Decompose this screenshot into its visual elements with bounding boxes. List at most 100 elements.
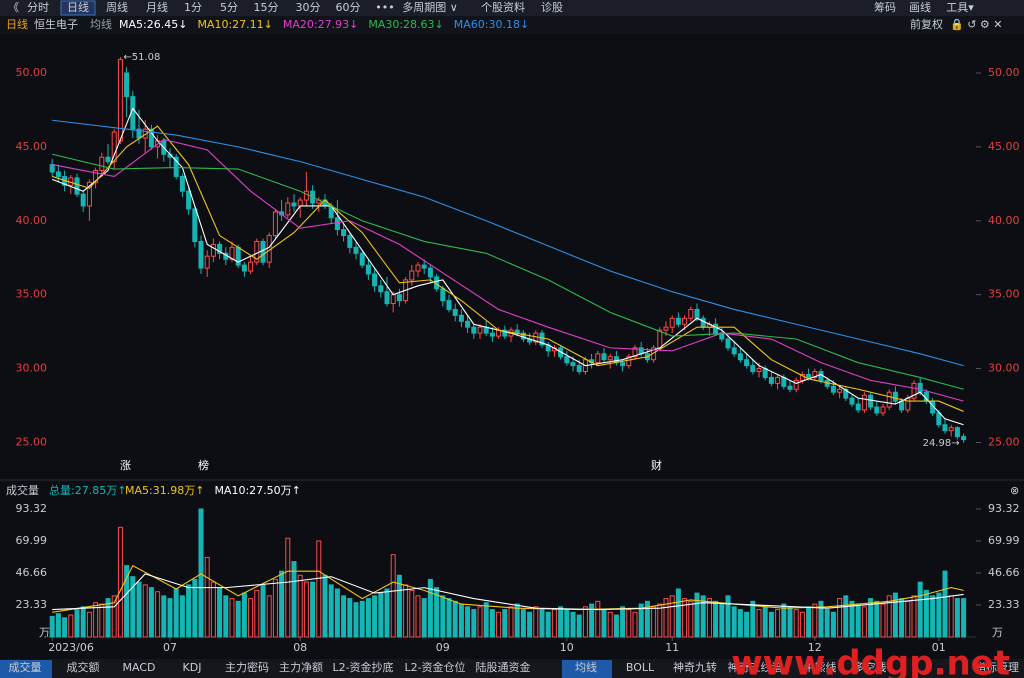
candle-body <box>489 332 495 337</box>
candle-body <box>936 412 942 426</box>
candle-body <box>86 181 92 207</box>
toolbar-tab[interactable]: 5分 <box>220 1 238 14</box>
bottom-tab[interactable]: 成交量 <box>9 660 42 674</box>
toolbar-tab[interactable]: 30分 <box>296 1 321 14</box>
event[interactable]: 财 <box>651 458 662 472</box>
x-tick-label: 09 <box>436 641 450 654</box>
toolbar-tab[interactable]: 分时 <box>27 1 49 14</box>
bottom-tab[interactable]: 多空线 <box>854 660 887 674</box>
watermark: www.ddgp.net <box>731 644 1010 678</box>
volume-bar <box>359 600 365 638</box>
toolbar-tab[interactable]: 日线 <box>67 0 89 14</box>
bottom-tab[interactable]: 主力密码 <box>225 660 269 674</box>
candle-body <box>812 371 818 378</box>
toolbar-tab[interactable]: 周线 <box>106 0 128 14</box>
ma-line <box>52 153 964 390</box>
event[interactable]: 榜 <box>198 458 209 472</box>
toolbar-tab[interactable]: ••• <box>375 1 394 14</box>
volume-bar <box>806 606 812 638</box>
volume-bar <box>595 600 601 638</box>
volume-bar <box>725 595 731 638</box>
volume-bar <box>217 587 223 638</box>
volume-title: 成交量 <box>6 483 39 497</box>
volume-bar <box>477 606 483 638</box>
bottom-tab[interactable]: 主力净额 <box>279 660 323 674</box>
y-tick-label-right: 50.00 <box>988 66 1020 79</box>
volume-bar <box>818 600 824 638</box>
candle-body <box>272 211 278 237</box>
bottom-tab[interactable]: 陆股通资金 <box>476 660 531 674</box>
bottom-tab[interactable]: 指标管理 <box>975 660 1019 674</box>
bottom-active <box>0 660 52 678</box>
toolbar-tab[interactable]: 个股资料 <box>481 0 525 14</box>
candle-body <box>347 235 353 248</box>
toolbar-tab[interactable]: 多周期图 ∨ <box>402 0 458 14</box>
bottom-tab[interactable]: 神奇九转 <box>673 660 717 674</box>
volume-bar <box>365 598 371 638</box>
volume-bar <box>880 603 886 638</box>
bottom-tab[interactable]: L2-资金仓位 <box>404 660 465 674</box>
volume-total: 总量:27.85万↑ <box>49 483 126 497</box>
candle-body <box>793 379 799 390</box>
candle-body <box>948 427 954 432</box>
icons[interactable]: 🔒 ↺ ⚙ ✕ <box>950 18 1002 31</box>
candle-body <box>303 190 309 201</box>
bottom-tab[interactable]: 均线 <box>575 660 597 674</box>
volume-bar <box>799 611 805 638</box>
toolbar-tab[interactable]: 诊股 <box>541 0 563 14</box>
volume-bar <box>465 606 471 638</box>
toolbar-tab[interactable]: 月线 <box>146 0 168 14</box>
period: 日线 <box>6 17 28 31</box>
volume-bar <box>700 595 706 638</box>
candle-body <box>514 329 520 334</box>
bottom-tab[interactable]: 成交额 <box>67 660 100 674</box>
x-tick-label: 08 <box>293 641 307 654</box>
close-icon[interactable]: ⊗ <box>1010 484 1019 497</box>
bottom-tab[interactable]: 牛熊线 <box>804 660 837 674</box>
candle-body <box>415 264 421 272</box>
candle-body <box>297 199 303 207</box>
bottom-tab[interactable]: L2-资金抄底 <box>332 660 393 674</box>
volume-bar <box>260 584 266 638</box>
volume-unit-left: 万 <box>39 626 50 639</box>
volume-bar <box>316 540 322 638</box>
candle-body <box>217 243 223 254</box>
volume-bar <box>762 606 768 638</box>
candle-body <box>837 388 843 393</box>
toolbar-tab[interactable]: 60分 <box>336 1 361 14</box>
volume-bar <box>124 565 130 638</box>
adjust[interactable]: 前复权 <box>910 17 943 31</box>
toolbar-right[interactable]: 工具▾ <box>946 1 974 14</box>
bottom-tab[interactable]: KDJ <box>183 661 202 674</box>
volume-bar <box>706 598 712 638</box>
back-icon[interactable]: 《 <box>8 1 19 14</box>
toolbar-tab[interactable]: 15分 <box>254 1 279 14</box>
volume-bar <box>837 598 843 638</box>
event[interactable]: 涨 <box>120 459 131 472</box>
bottom-tab[interactable]: BOLL <box>626 661 655 674</box>
volume-bar <box>297 574 303 638</box>
candle-body <box>688 308 694 319</box>
volume-bar <box>341 595 347 638</box>
candle-body <box>409 270 415 281</box>
volume-bar <box>347 598 353 638</box>
toolbar-tab[interactable]: 1分 <box>184 1 202 14</box>
volume-bar <box>948 595 954 638</box>
volume-bar <box>849 600 855 638</box>
y-tick-label: 45.00 <box>16 140 48 153</box>
toolbar-right[interactable]: 画线 <box>909 0 931 14</box>
volume-bar <box>892 592 898 638</box>
candle-body <box>775 376 781 384</box>
candle-body <box>564 356 570 364</box>
bottom-tab[interactable]: MACD <box>123 661 156 674</box>
volume-bar <box>328 584 334 638</box>
volume-bar <box>210 581 216 638</box>
toolbar-right[interactable]: 筹码 <box>874 0 896 14</box>
bottom-tab[interactable]: 神奇五线谱 <box>728 660 783 674</box>
volume-bar <box>607 611 613 638</box>
volume-bar <box>682 598 688 638</box>
ma-label[interactable]: 均线 <box>90 17 112 31</box>
volume-bar <box>793 609 799 638</box>
